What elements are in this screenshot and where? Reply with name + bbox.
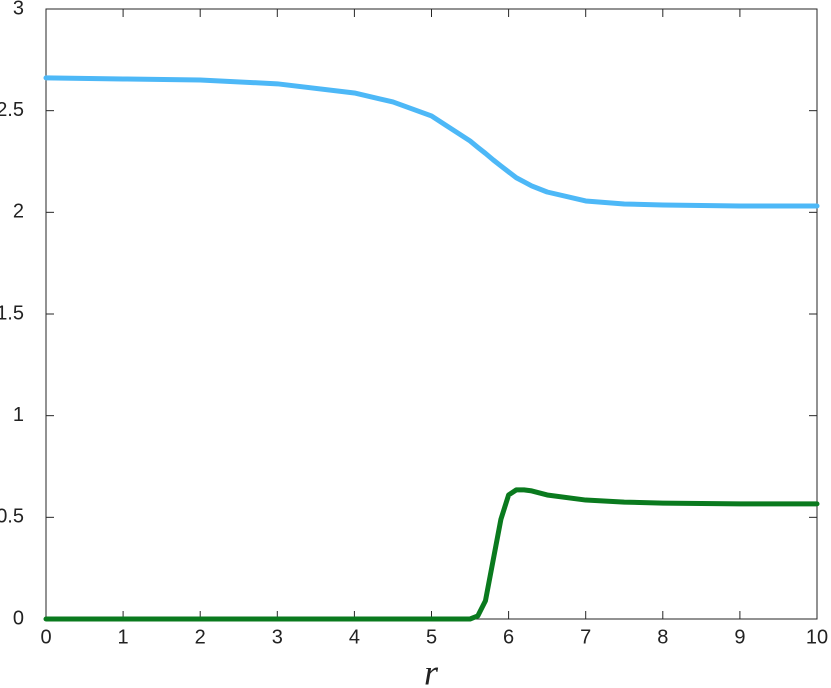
x-tick-label: 9: [734, 626, 745, 648]
y-tick-label: 3: [13, 0, 24, 19]
data-line: [43, 75, 820, 209]
x-tick-label: 10: [806, 626, 828, 648]
x-tick-label: 1: [118, 626, 129, 648]
x-tick-label: 3: [272, 626, 283, 648]
x-tick-label: 8: [657, 626, 668, 648]
y-tick-label: 1: [13, 404, 24, 426]
plot-frame: [45, 8, 818, 620]
x-tick-label: 7: [580, 626, 591, 648]
x-tick-label: 0: [40, 626, 51, 648]
y-tick-label: 2.5: [0, 99, 24, 121]
x-tick-label: 4: [349, 626, 360, 648]
y-tick-label: 2: [13, 201, 24, 223]
x-tick-label: 2: [195, 626, 206, 648]
x-axis-label: r: [424, 652, 439, 688]
x-tick-label: 5: [426, 626, 437, 648]
y-tick-label: 0.5: [0, 506, 24, 528]
data-line: [43, 487, 820, 622]
y-tick-label: 0: [13, 607, 24, 629]
x-tick-label: 6: [503, 626, 514, 648]
y-tick-label: 1.5: [0, 302, 24, 324]
